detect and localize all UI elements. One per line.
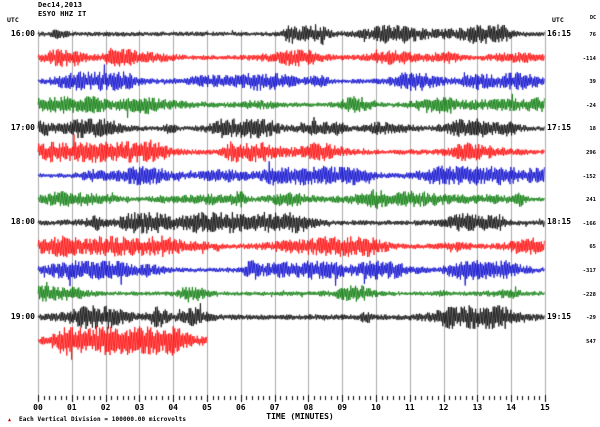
dc-offset-value: 547 bbox=[586, 338, 596, 345]
x-tick-label: 01 bbox=[66, 403, 77, 412]
dc-offset-value: 296 bbox=[586, 150, 596, 156]
dc-offset-value: 65 bbox=[589, 244, 596, 251]
utc-right-label: UTC bbox=[552, 16, 564, 24]
utc-left-label: UTC bbox=[7, 16, 19, 24]
dc-offset-value: -114 bbox=[582, 55, 596, 62]
x-tick-label: 13 bbox=[472, 403, 483, 412]
dc-offset-value: 241 bbox=[586, 197, 596, 204]
dc-offset-value: 76 bbox=[589, 32, 596, 38]
x-tick-label: 09 bbox=[337, 403, 347, 412]
right-time-label: 17:15 bbox=[547, 122, 572, 132]
scale-note: Each Vertical Division = 100000.00 micro… bbox=[19, 416, 187, 423]
x-tick-label: 04 bbox=[168, 403, 178, 412]
dc-offset-value: 18 bbox=[589, 126, 596, 133]
x-axis-title: TIME (MINUTES) bbox=[266, 412, 334, 421]
station-label: ESYO HHZ IT bbox=[38, 10, 87, 18]
left-time-label: 18:00 bbox=[10, 217, 35, 227]
dc-column-header: DC bbox=[589, 15, 596, 21]
x-tick-label: 12 bbox=[438, 403, 449, 412]
dc-offset-value: 39 bbox=[589, 79, 596, 86]
right-time-label: 19:15 bbox=[547, 311, 572, 321]
right-time-label: 16:15 bbox=[547, 28, 572, 38]
date-label: Dec14,2013 bbox=[38, 1, 83, 9]
right-time-label: 18:15 bbox=[547, 217, 572, 227]
dc-offset-value: -24 bbox=[586, 102, 596, 109]
dc-offset-value: -317 bbox=[582, 268, 596, 274]
dc-offset-value: -29 bbox=[586, 315, 596, 322]
x-tick-label: 05 bbox=[202, 403, 212, 412]
x-tick-label: 15 bbox=[540, 403, 550, 412]
dc-offset-value: -152 bbox=[582, 173, 596, 180]
left-time-label: 16:00 bbox=[10, 28, 35, 38]
x-tick-label: 08 bbox=[303, 403, 314, 412]
x-tick-label: 02 bbox=[100, 403, 111, 412]
x-tick-label: 03 bbox=[134, 403, 145, 412]
dc-offset-value: -228 bbox=[582, 291, 596, 298]
dc-offset-value: -166 bbox=[582, 220, 596, 227]
x-tick-label: 11 bbox=[404, 403, 415, 412]
scale-marker-icon: ▲ bbox=[8, 417, 12, 423]
left-time-label: 17:00 bbox=[10, 122, 35, 132]
x-tick-label: 00 bbox=[33, 403, 43, 412]
x-tick-label: 14 bbox=[506, 403, 516, 412]
left-time-label: 19:00 bbox=[10, 311, 35, 321]
x-tick-label: 06 bbox=[235, 403, 246, 412]
x-tick-label: 10 bbox=[371, 403, 381, 412]
x-tick-label: 07 bbox=[269, 403, 280, 412]
